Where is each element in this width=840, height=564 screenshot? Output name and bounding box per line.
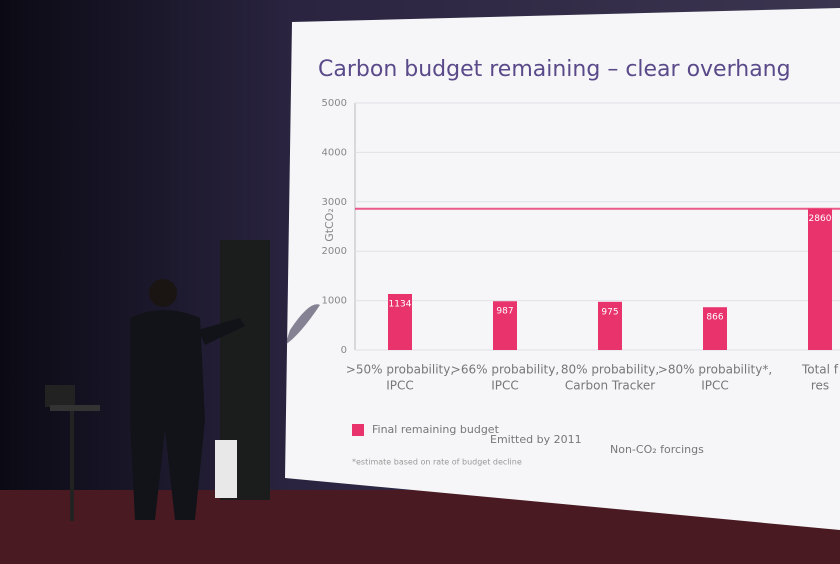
legend-label: Non-CO₂ forcings — [610, 443, 704, 456]
data-label: 866 — [706, 313, 723, 323]
x-tick-label: Total f — [801, 363, 839, 377]
y-tick-label: 4000 — [322, 147, 347, 158]
x-tick-label: IPCC — [701, 379, 729, 393]
footnote: *estimate based on rate of budget declin… — [352, 458, 522, 467]
bar — [808, 209, 832, 350]
legend-label: Emitted by 2011 — [490, 433, 582, 446]
y-tick-label: 3000 — [322, 197, 347, 208]
x-tick-label: IPCC — [386, 379, 414, 393]
bag — [215, 440, 237, 498]
data-label: 1134 — [389, 299, 412, 309]
y-tick-label: 1000 — [322, 296, 347, 307]
data-label: 975 — [601, 307, 618, 317]
y-tick-label: 5000 — [322, 98, 347, 109]
y-tick-label: 2000 — [322, 246, 347, 257]
x-tick-label: >50% probability, — [346, 363, 454, 377]
x-tick-label: res — [811, 379, 829, 393]
legend-label: Final remaining budget — [372, 423, 500, 436]
x-tick-label: IPCC — [491, 379, 519, 393]
chart-title: Carbon budget remaining – clear overhang — [318, 57, 791, 82]
x-tick-label: Carbon Tracker — [565, 379, 655, 393]
x-tick-label: >66% probability, — [451, 363, 559, 377]
y-tick-label: 0 — [341, 345, 347, 356]
photo: Carbon budget remaining – clear overhang… — [0, 0, 840, 564]
legend-swatch — [352, 424, 364, 436]
data-label: 2860 — [809, 214, 832, 224]
y-axis-label: GtCO₂ — [323, 208, 336, 242]
data-label: 987 — [496, 307, 513, 317]
slide — [285, 8, 840, 530]
x-tick-label: 80% probability, — [561, 363, 659, 377]
x-tick-label: >80% probability*, — [658, 363, 772, 377]
